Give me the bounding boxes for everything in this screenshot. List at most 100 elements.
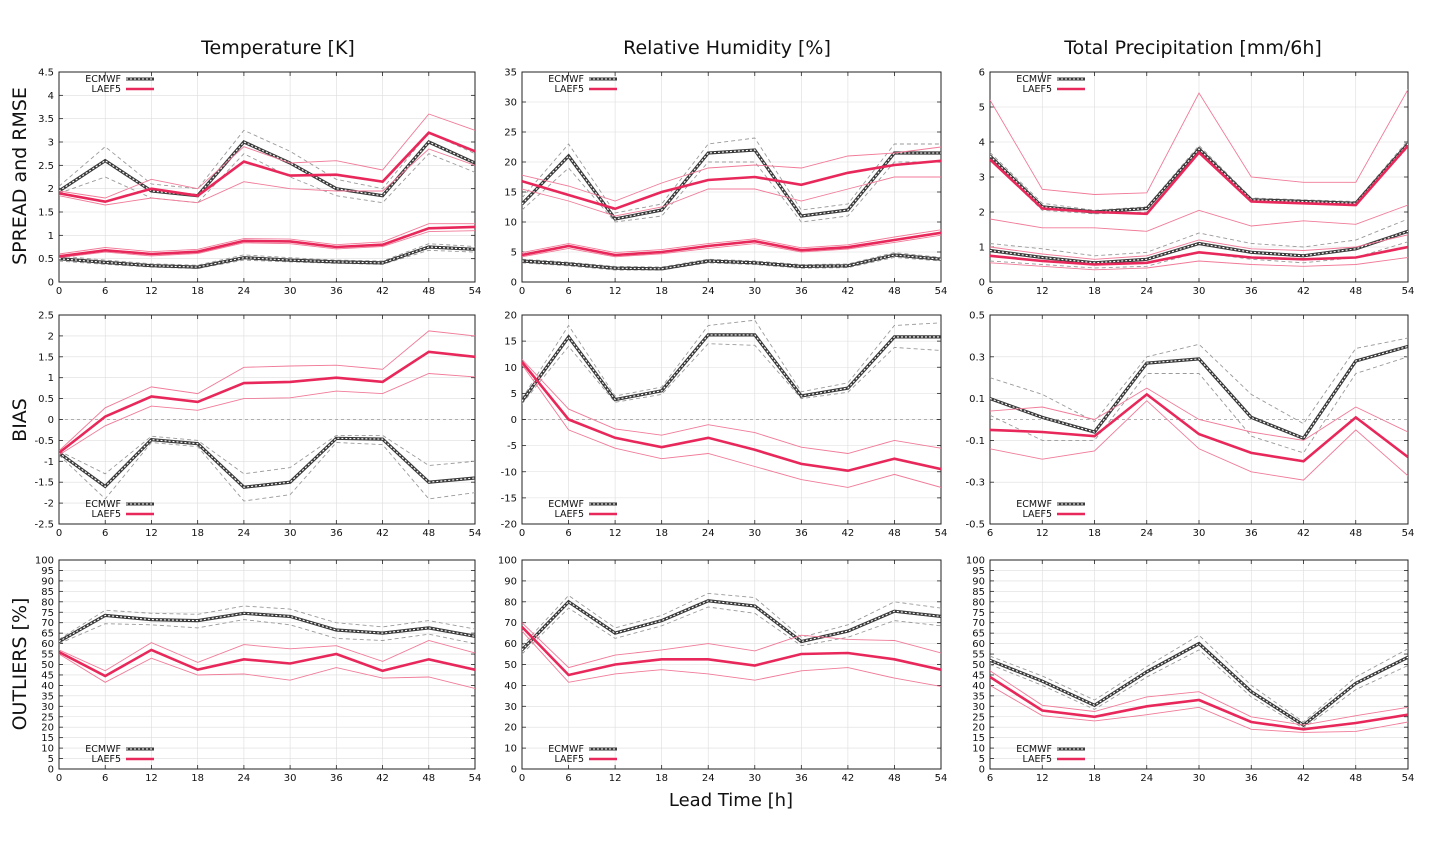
x-tick-label: 18 (1088, 286, 1101, 297)
legend-label-laef5: LAEF5 (91, 509, 121, 520)
band-upper-laef5-spread (522, 229, 941, 254)
x-tick-label: 54 (935, 528, 948, 539)
y-tick-label: 25 (972, 712, 985, 723)
x-tick-label: 0 (56, 773, 62, 784)
band-upper-ecmwf-outliers (59, 605, 475, 640)
y-tick-label: 5 (48, 754, 54, 765)
y-tick-label: 30 (972, 702, 985, 713)
y-tick-label: 30 (41, 702, 54, 713)
series-line-laef5-bias (522, 361, 941, 473)
legend-label-laef5: LAEF5 (1022, 509, 1052, 520)
band-lower-laef5-rmse (990, 204, 1408, 232)
x-tick-label: 12 (145, 286, 158, 297)
y-tick-label: 60 (972, 639, 985, 650)
series-group (522, 592, 941, 687)
band-upper-ecmwf-bias (522, 319, 941, 399)
axis-ticks: 0510152025303540455055606570758085909510… (966, 556, 1414, 785)
x-tick-label: 36 (1245, 528, 1258, 539)
series-group (59, 605, 475, 689)
x-tick-label: 12 (1036, 528, 1049, 539)
series-group (990, 337, 1408, 481)
y-tick-label: 80 (972, 597, 985, 608)
y-tick-label: -0.1 (965, 436, 985, 447)
x-tick-label: 54 (1402, 286, 1415, 297)
legend-label-ecmwf: ECMWF (85, 744, 121, 755)
y-tick-label: 70 (972, 618, 985, 629)
band-upper-laef5-outliers (59, 640, 475, 672)
row-label-spread-rmse: SPREAD and RMSE (9, 87, 31, 265)
y-tick-label: 20 (972, 723, 985, 734)
gridlines (989, 559, 1409, 770)
x-tick-label: 18 (1088, 528, 1101, 539)
band-lower-laef5-spread (59, 230, 475, 259)
axis-ticks: -0.5 -0.3 -0.1 0.1 0.3 0.5 6 12 18 24 30 36 42 48 54 (965, 311, 1414, 540)
band-lower-ecmwf-outliers (59, 619, 475, 645)
series-group (990, 89, 1408, 271)
x-tick-label: 24 (238, 773, 251, 784)
y-tick-label: 10 (41, 744, 54, 755)
x-tick-label: 48 (422, 773, 435, 784)
x-tick-label: 30 (748, 528, 761, 539)
y-tick-label: 60 (41, 639, 54, 650)
y-tick-label: 5 (511, 248, 517, 259)
band-lower-laef5-outliers (59, 653, 475, 689)
series-line-dash-ecmwf-rmse (522, 149, 941, 220)
series-line-laef5-spread (522, 231, 941, 257)
band-lower-laef5-bias (522, 364, 941, 488)
x-tick-label: 48 (1349, 528, 1362, 539)
y-tick-label: 55 (41, 650, 54, 661)
y-tick-label: 3 (48, 138, 54, 149)
y-tick-label: 25 (41, 712, 54, 723)
series-line-dash-ecmwf-outliers (522, 600, 941, 651)
x-tick-label: 12 (609, 286, 622, 297)
legend-label-ecmwf: ECMWF (1016, 499, 1052, 510)
y-tick-label: 30 (504, 98, 517, 109)
y-tick-label: 40 (41, 681, 54, 692)
y-tick-label: -5 (507, 441, 517, 452)
y-tick-label: 0.5 (38, 254, 54, 265)
y-tick-label: 55 (972, 650, 985, 661)
y-tick-label: 20 (504, 723, 517, 734)
y-tick-label: 10 (504, 218, 517, 229)
band-lower-ecmwf-rmse (59, 153, 475, 204)
x-tick-label: 6 (565, 773, 571, 784)
x-tick-label: 54 (469, 286, 482, 297)
x-tick-label: 30 (1193, 528, 1206, 539)
y-tick-label: 1 (979, 243, 985, 254)
y-tick-label: 1 (48, 231, 54, 242)
x-tick-label: 24 (702, 286, 715, 297)
band-lower-ecmwf-outliers (522, 606, 941, 655)
band-upper-ecmwf-bias (990, 337, 1408, 425)
series-line-laef5-spread (59, 225, 475, 258)
x-tick-label: 42 (842, 286, 855, 297)
y-tick-label: 10 (504, 363, 517, 374)
x-tick-label: 42 (842, 528, 855, 539)
chart-panel-tp-outliers: 0510152025303540455055606570758085909510… (966, 556, 1414, 785)
x-tick-label: 18 (191, 773, 204, 784)
y-tick-label: 60 (504, 639, 517, 650)
y-tick-label: 5 (979, 754, 985, 765)
y-tick-label: 0 (511, 278, 517, 289)
band-lower-laef5-spread (990, 257, 1408, 271)
y-tick-label: 90 (504, 576, 517, 587)
series-line-ecmwf-outliers (522, 599, 941, 652)
y-tick-label: 70 (504, 618, 517, 629)
y-tick-label: 0 (48, 765, 54, 776)
gridlines (521, 314, 942, 525)
y-tick-label: -0.5 (34, 436, 54, 447)
legend-label-laef5: LAEF5 (554, 509, 584, 520)
legend-label-laef5: LAEF5 (91, 84, 121, 95)
x-tick-label: 48 (1349, 773, 1362, 784)
legend-label-ecmwf: ECMWF (85, 499, 121, 510)
series-line-laef5-outliers (990, 675, 1408, 731)
series-line-dash-ecmwf-outliers (990, 642, 1408, 726)
chart-panel-tp-bias: -0.5 -0.3 -0.1 0.1 0.3 0.5 6 12 18 24 30 36 42 48 54 EC… (965, 311, 1414, 540)
series-group (522, 319, 941, 488)
y-tick-label: 20 (504, 311, 517, 322)
x-tick-label: 54 (469, 528, 482, 539)
band-lower-laef5-spread (522, 234, 941, 258)
x-tick-label: 6 (565, 286, 571, 297)
